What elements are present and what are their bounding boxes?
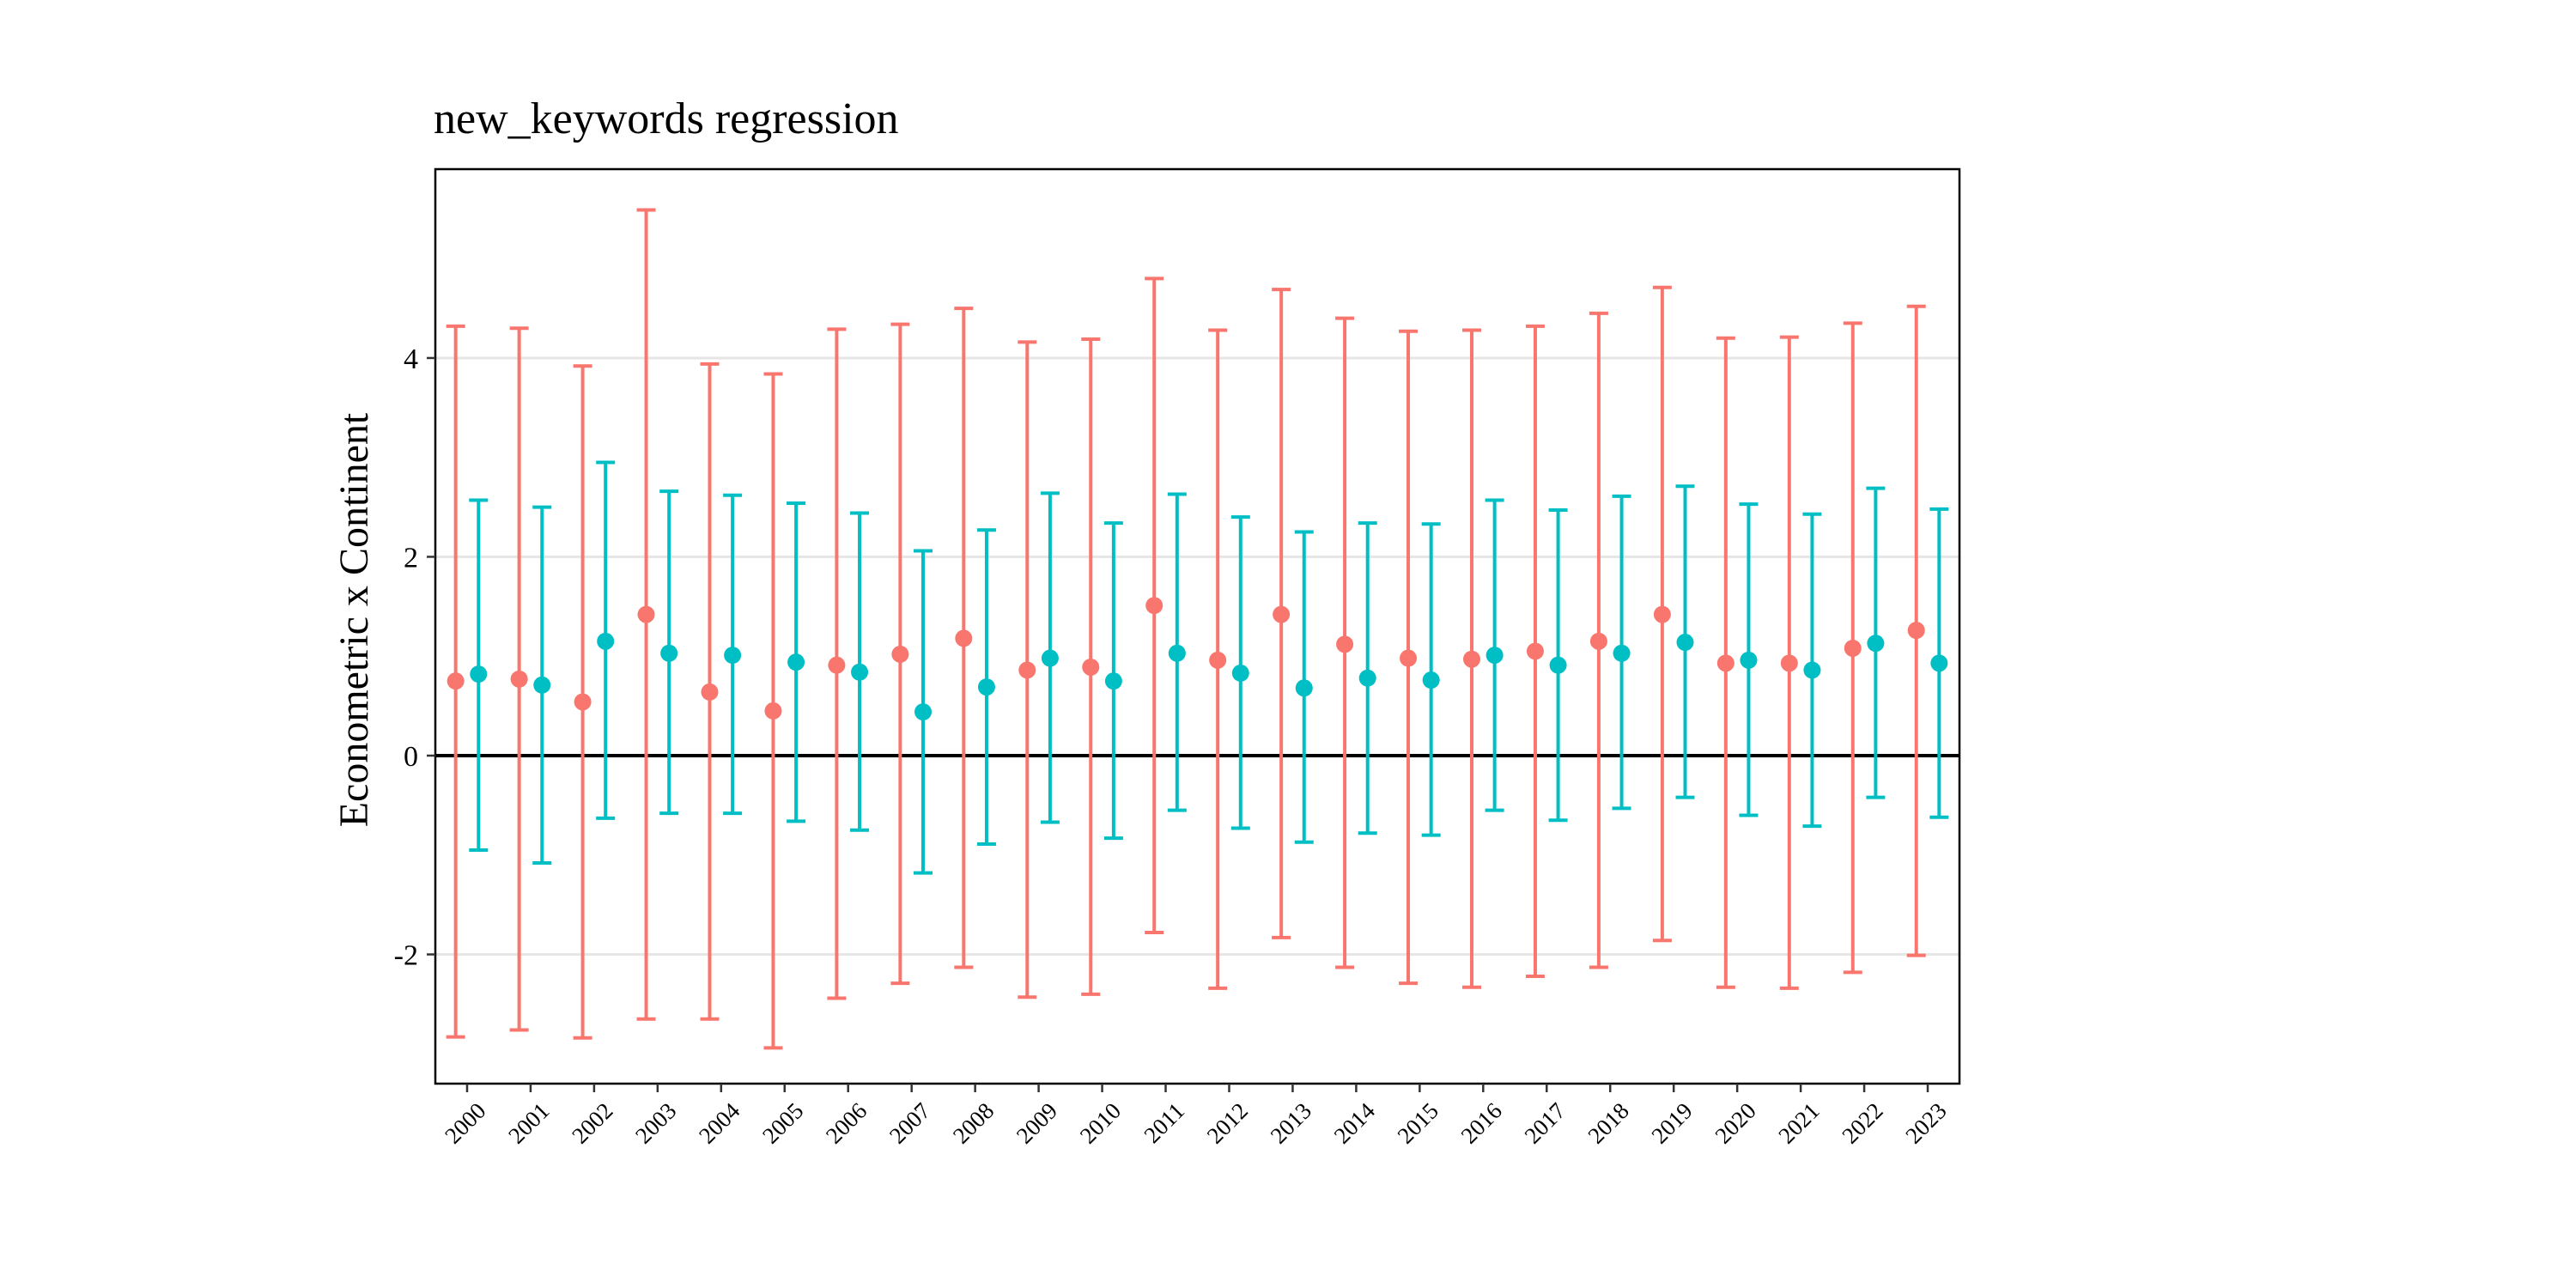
point-estimate — [470, 665, 488, 683]
point-estimate — [1844, 639, 1862, 657]
point-estimate — [1209, 651, 1227, 669]
point-estimate — [1589, 632, 1607, 650]
x-tick-label: 2018 — [1583, 1097, 1633, 1148]
point-estimate — [1463, 650, 1480, 668]
x-tick-label: 2000 — [440, 1097, 490, 1148]
x-tick-label: 2010 — [1075, 1097, 1126, 1148]
x-tick-label: 2014 — [1329, 1097, 1381, 1149]
x-tick-label: 2009 — [1012, 1097, 1062, 1148]
point-estimate — [977, 678, 995, 696]
point-estimate — [1780, 654, 1798, 672]
x-tick-label: 2005 — [757, 1097, 808, 1148]
chart-title: new_keywords regression — [434, 94, 899, 143]
point-estimate — [1336, 635, 1354, 653]
point-estimate — [447, 672, 465, 690]
point-estimate — [1930, 654, 1948, 672]
x-tick-label: 2020 — [1710, 1097, 1760, 1148]
point-estimate — [1422, 671, 1440, 690]
point-estimate — [597, 632, 615, 650]
x-tick-label: 2017 — [1519, 1097, 1570, 1148]
point-estimate — [1104, 672, 1122, 690]
y-tick-label: 2 — [404, 542, 418, 574]
point-estimate — [1907, 622, 1925, 640]
y-tick-label: 0 — [404, 741, 418, 773]
series-group — [469, 460, 1949, 875]
point-estimate — [724, 647, 742, 665]
y-tick-label: 4 — [404, 343, 418, 375]
point-estimate — [1485, 647, 1504, 665]
point-estimate — [1867, 635, 1885, 653]
point-estimate — [891, 645, 909, 663]
point-estimate — [787, 653, 805, 671]
point-estimate — [1676, 634, 1694, 652]
point-estimate — [1740, 651, 1758, 669]
x-tick-label: 2006 — [821, 1097, 872, 1148]
point-estimate — [510, 670, 528, 688]
point-estimate — [1082, 658, 1100, 676]
point-estimate — [533, 676, 551, 694]
x-tick-label: 2008 — [948, 1097, 999, 1148]
point-estimate — [701, 683, 719, 701]
point-estimate — [851, 663, 869, 681]
x-tick-label: 2023 — [1900, 1097, 1951, 1148]
point-estimate — [637, 605, 655, 623]
point-estimate — [1549, 656, 1567, 674]
x-tick-label: 2002 — [567, 1097, 617, 1148]
y-axis-title: Econometric x Continent — [331, 412, 377, 827]
x-tick-label: 2003 — [630, 1097, 681, 1148]
x-tick-label: 2007 — [884, 1097, 935, 1148]
plot-panel-border — [434, 167, 1961, 1085]
plot-panel-background — [435, 169, 1959, 1084]
point-estimate — [1273, 605, 1291, 623]
x-tick-label: 2013 — [1266, 1097, 1316, 1148]
point-estimate — [955, 629, 973, 647]
x-tick-label: 2019 — [1646, 1097, 1697, 1148]
point-estimate — [574, 693, 592, 711]
point-estimate — [1653, 605, 1671, 623]
x-tick-label: 2016 — [1456, 1097, 1507, 1148]
x-tick-label: 2021 — [1773, 1097, 1824, 1148]
point-estimate — [660, 644, 678, 662]
point-estimate — [1168, 644, 1186, 662]
point-estimate — [1358, 669, 1376, 687]
point-estimate — [1145, 597, 1163, 615]
x-tick-label: 2015 — [1393, 1097, 1443, 1148]
point-estimate — [764, 702, 782, 720]
point-estimate — [1716, 654, 1735, 672]
point-estimate — [914, 703, 932, 721]
x-tick-label: 2001 — [503, 1097, 554, 1148]
point-estimate — [1041, 649, 1059, 667]
y-tick-label: -2 — [394, 940, 418, 972]
x-tick-label: 2004 — [694, 1097, 745, 1149]
point-estimate — [1400, 649, 1418, 667]
x-tick-label: 2012 — [1202, 1097, 1253, 1148]
point-estimate — [1613, 644, 1631, 662]
x-tick-label: 2011 — [1139, 1097, 1189, 1148]
point-estimate — [828, 656, 846, 674]
point-estimate — [1803, 661, 1821, 679]
x-tick-label: 2022 — [1837, 1097, 1887, 1148]
point-estimate — [1295, 679, 1313, 697]
point-estimate — [1018, 661, 1036, 679]
point-estimate — [1526, 642, 1544, 660]
series-group — [446, 208, 1926, 1050]
point-estimate — [1231, 664, 1249, 682]
